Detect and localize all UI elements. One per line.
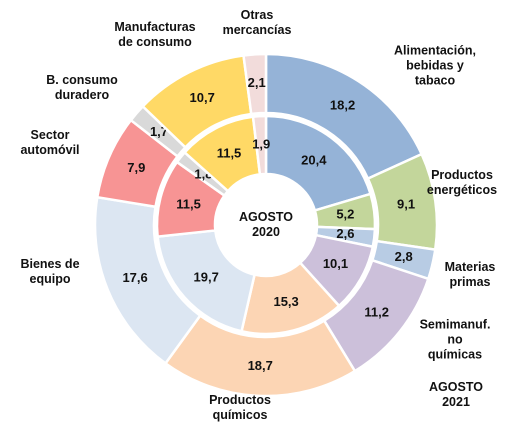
category-label: Bienes de equipo [20, 257, 80, 286]
category-label: Productos energéticos [426, 168, 498, 197]
category-label: Manufacturas de consumo [114, 20, 196, 49]
category-label: Materias primas [444, 260, 496, 289]
category-label: Productos químicos [209, 393, 271, 422]
donut-segment [156, 229, 257, 333]
category-label: Sector automóvil [20, 128, 80, 157]
value-label: 2,6 [336, 226, 354, 241]
value-label: 11,2 [364, 305, 389, 320]
value-label: 1,9 [252, 137, 270, 152]
donut-segment [264, 114, 373, 213]
value-label: 11,5 [217, 146, 242, 161]
value-label: 2,1 [248, 75, 266, 90]
category-label: Alimentación, bebidas y tabaco [394, 43, 476, 88]
category-label: Otras mercancías [222, 8, 292, 37]
category-label: Semimanuf. no químicas [419, 317, 491, 362]
value-label: 11,5 [176, 196, 201, 211]
value-label: 9,1 [397, 196, 415, 211]
series-label: AGOSTO 2021 [429, 380, 483, 409]
value-label: 20,4 [301, 152, 327, 167]
value-label: 19,7 [194, 270, 219, 285]
value-label: 15,3 [273, 294, 298, 309]
value-label: 10,7 [190, 90, 215, 105]
series-label: AGOSTO 2020 [239, 210, 293, 239]
value-label: 10,1 [323, 256, 348, 271]
value-label: 5,2 [336, 206, 354, 221]
donut-segment [242, 52, 268, 116]
donut-segment [251, 114, 268, 176]
category-label: B. consumo duradero [46, 73, 118, 102]
value-label: 18,2 [330, 97, 355, 112]
value-label: 7,9 [127, 160, 145, 175]
value-label: 18,7 [248, 358, 273, 373]
value-label: 17,6 [122, 270, 147, 285]
value-label: 2,8 [395, 249, 413, 264]
